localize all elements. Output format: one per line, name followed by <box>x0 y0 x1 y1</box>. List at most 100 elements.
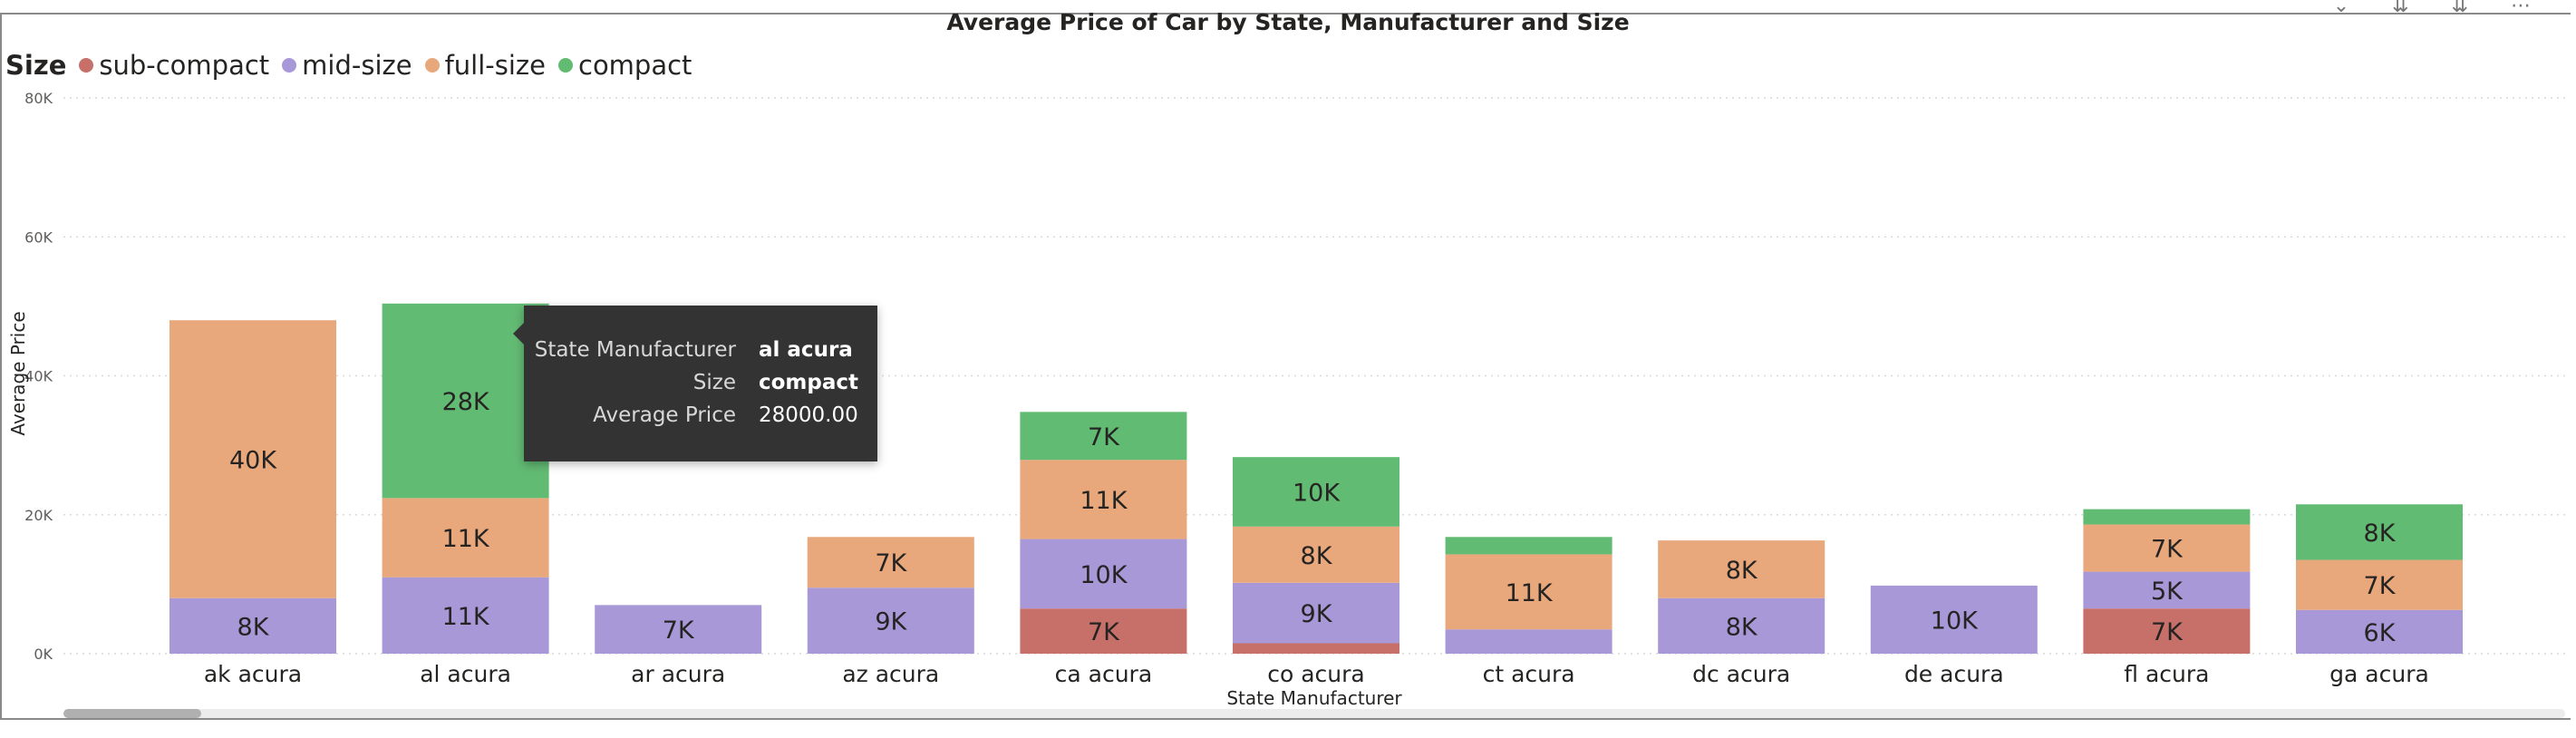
y-tick-label: 60K <box>24 228 53 246</box>
x-tick-label: co acura <box>1267 661 1365 687</box>
bar-segment[interactable] <box>807 537 974 588</box>
bar-segment[interactable] <box>382 498 549 578</box>
data-label: 9K <box>875 608 907 636</box>
bar-segment[interactable] <box>2296 609 2463 654</box>
x-tick-label: dc acura <box>1692 661 1790 687</box>
x-tick-label: az acura <box>842 661 939 687</box>
legend-item-mid-size[interactable]: mid-size <box>282 50 412 81</box>
legend-item-full-size[interactable]: full-size <box>424 50 546 81</box>
bar-segment[interactable] <box>1233 582 1399 644</box>
tooltip: State Manufacturer al acura Size compact… <box>513 306 877 461</box>
data-label: 28K <box>442 388 490 416</box>
legend-dot-compact <box>558 58 573 73</box>
x-tick-label: ar acura <box>631 661 725 687</box>
tooltip-key: State Manufacturer <box>534 338 736 362</box>
legend-dot-full-size <box>424 58 440 73</box>
visual-header-icons[interactable]: ⌄ ⇊ ⇊ ⋯ <box>2332 0 2549 17</box>
tooltip-value: compact <box>759 371 859 394</box>
data-label: 9K <box>1301 600 1333 628</box>
bar-segment[interactable] <box>1445 554 1612 630</box>
x-axis-label: State Manufacturer <box>1226 687 1402 709</box>
chart-title: Average Price of Car by State, Manufactu… <box>946 9 1630 35</box>
data-label: 8K <box>2364 520 2397 548</box>
bar-segment[interactable] <box>1658 597 1825 654</box>
bar-segment[interactable] <box>1020 412 1187 461</box>
x-tick-label: fl acura <box>2124 661 2209 687</box>
data-label: 10K <box>1080 561 1128 589</box>
y-axis-label: Average Price <box>7 311 29 436</box>
bar-segment[interactable] <box>1233 457 1399 527</box>
bar-segment[interactable] <box>2083 509 2251 525</box>
bar-segment[interactable] <box>1233 643 1399 654</box>
legend-label-mid-size: mid-size <box>302 50 412 81</box>
legend-title: Size <box>5 50 67 81</box>
bar-segment[interactable] <box>1020 460 1187 539</box>
y-tick-label: 20K <box>24 507 53 524</box>
legend-item-sub-compact[interactable]: sub-compact <box>79 50 269 81</box>
legend-label-full-size: full-size <box>444 50 546 81</box>
x-tick-label: ak acura <box>204 661 302 687</box>
x-tick-label: de acura <box>1904 661 2004 687</box>
bar-segment[interactable] <box>1445 537 1612 555</box>
data-label: 10K <box>1931 607 1979 635</box>
legend-item-compact[interactable]: compact <box>558 50 692 81</box>
tooltip-arrow <box>513 322 525 345</box>
data-label: 11K <box>1506 579 1554 607</box>
data-label: 10K <box>1293 479 1341 507</box>
data-label: 8K <box>237 613 270 641</box>
bar-segment[interactable] <box>382 577 549 654</box>
legend-dot-sub-compact <box>79 58 94 73</box>
bar-segment[interactable] <box>595 605 762 654</box>
y-tick-label: 0K <box>34 646 53 663</box>
data-label: 7K <box>2151 536 2184 564</box>
data-label: 7K <box>2151 618 2184 646</box>
tooltip-row-size: Size compact <box>524 371 877 402</box>
data-label: 7K <box>2364 572 2397 600</box>
bar-segment[interactable] <box>1658 540 1825 598</box>
data-label: 5K <box>2151 578 2184 606</box>
data-label: 40K <box>229 446 277 474</box>
data-label: 11K <box>442 525 490 553</box>
legend-label-compact: compact <box>578 50 692 81</box>
tooltip-row-state-manufacturer: State Manufacturer al acura <box>524 338 877 369</box>
x-tick-label: ca acura <box>1055 661 1153 687</box>
data-label: 8K <box>1726 613 1758 641</box>
tooltip-row-average-price: Average Price 28000.00 <box>524 403 877 434</box>
data-label: 8K <box>1726 557 1758 585</box>
bar-segment[interactable] <box>2083 524 2251 572</box>
tooltip-key: Size <box>692 371 736 394</box>
bar-segment[interactable] <box>2296 504 2463 560</box>
legend: Size sub-compact mid-size full-size comp… <box>5 50 704 81</box>
legend-label-sub-compact: sub-compact <box>99 50 270 81</box>
tooltip-value: 28000.00 <box>759 403 858 427</box>
data-label: 7K <box>1088 618 1120 646</box>
legend-dot-mid-size <box>282 58 297 73</box>
x-tick-label: ga acura <box>2329 661 2429 687</box>
bar-segment[interactable] <box>1233 526 1399 583</box>
data-label: 11K <box>1080 487 1128 515</box>
bar-segment[interactable] <box>2083 608 2251 654</box>
bar-segment[interactable] <box>1020 608 1187 654</box>
scrollbar-thumb[interactable] <box>63 709 201 718</box>
data-label: 11K <box>442 603 490 631</box>
tooltip-key: Average Price <box>593 403 736 427</box>
bar-segment[interactable] <box>1020 539 1187 609</box>
tooltip-value: al acura <box>759 338 853 362</box>
data-label: 7K <box>663 617 695 645</box>
bar-segment[interactable] <box>169 320 336 598</box>
horizontal-scrollbar[interactable] <box>63 709 2565 718</box>
y-tick-label: 40K <box>24 368 53 385</box>
bar-segment[interactable] <box>2083 571 2251 609</box>
x-tick-label: ct acura <box>1483 661 1575 687</box>
bar-segment[interactable] <box>1445 629 1612 654</box>
data-label: 8K <box>1301 542 1333 570</box>
bar-segment[interactable] <box>807 587 974 654</box>
data-label: 7K <box>1088 423 1120 452</box>
y-tick-label: 80K <box>24 90 53 107</box>
bar-segment[interactable] <box>1870 585 2038 654</box>
data-label: 7K <box>875 549 907 578</box>
x-tick-label: al acura <box>420 661 511 687</box>
bar-segment[interactable] <box>2296 559 2463 610</box>
bar-segment[interactable] <box>169 597 336 654</box>
